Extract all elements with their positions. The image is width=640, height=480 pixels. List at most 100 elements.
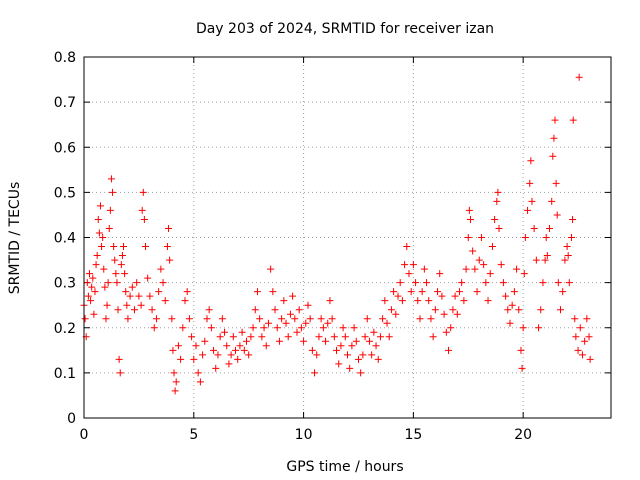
data-point [183,288,191,296]
data-point [205,306,213,314]
data-point [234,355,242,363]
data-point [177,355,185,363]
data-point [429,333,437,341]
data-point [493,197,501,205]
data-point [553,211,561,219]
data-point [376,333,384,341]
data-point [324,319,332,327]
data-point [85,270,93,278]
data-point [504,306,512,314]
data-point [238,328,246,336]
data-point [114,306,122,314]
data-point [141,243,149,251]
data-point [289,292,297,300]
data-point [466,215,474,223]
y-tick-label: 0.3 [54,276,76,292]
data-point [280,297,288,305]
data-point [124,315,132,323]
data-point [341,333,349,341]
data-point [442,328,450,336]
data-point [163,243,171,251]
data-point [576,324,584,332]
data-point [247,333,255,341]
data-point [87,297,95,305]
data-point [258,333,266,341]
data-point [201,337,209,345]
data-point [251,306,259,314]
data-point [528,197,536,205]
data-point [519,324,527,332]
data-point [460,297,468,305]
data-point [138,206,146,214]
data-point [88,283,96,291]
data-point [93,252,101,260]
data-point [103,301,111,309]
x-tick-label: 15 [404,427,422,443]
data-point [99,234,107,241]
data-point [333,346,341,354]
data-point [381,297,389,305]
data-point [337,342,345,350]
data-point [363,315,371,323]
data-point [497,261,505,269]
data-point [451,292,459,300]
x-tick-label: 5 [189,427,198,443]
data-point [554,279,562,287]
data-point [102,315,110,323]
data-point [471,265,479,273]
data-point [91,288,99,296]
data-point [502,292,510,300]
data-point [315,333,323,341]
y-axis-label: SRMTID / TECUs [7,182,23,295]
data-point [192,342,200,350]
data-point [140,215,148,223]
data-point [414,297,422,305]
data-point [585,333,593,341]
data-point [179,324,187,332]
y-tick-label: 0.4 [54,231,76,247]
chart-grid [84,57,611,418]
data-point [401,261,409,269]
data-point [157,265,165,273]
data-point [188,333,196,341]
data-point [488,243,496,251]
data-point [550,134,558,142]
data-point [319,324,327,332]
data-point [89,274,97,282]
data-point [240,346,248,354]
data-point [548,197,556,205]
data-point [361,333,369,341]
data-point [98,243,106,251]
data-point [326,297,334,305]
data-point [96,202,104,210]
data-point [190,355,198,363]
data-point [110,243,118,251]
data-point [541,256,549,264]
data-point [232,346,240,354]
data-point [181,297,189,305]
data-point [346,364,354,372]
data-point [513,265,521,273]
data-point [171,387,179,395]
data-point [398,297,406,305]
data-point [508,301,516,309]
x-tick-label: 20 [514,427,532,443]
y-tick-label: 0.7 [54,95,76,111]
data-point [210,346,218,354]
data-point [578,351,586,359]
data-point [477,234,485,241]
data-point [339,324,347,332]
data-point [104,279,112,287]
data-point [354,355,362,363]
data-point [122,288,130,296]
data-point [245,351,253,359]
y-tick-label: 0 [67,411,76,427]
data-point [383,319,391,327]
data-point [447,324,455,332]
data-point [465,206,473,214]
data-point [569,215,577,223]
data-point [133,279,141,287]
data-point [539,279,547,287]
data-point [574,346,582,354]
data-point [407,288,415,296]
